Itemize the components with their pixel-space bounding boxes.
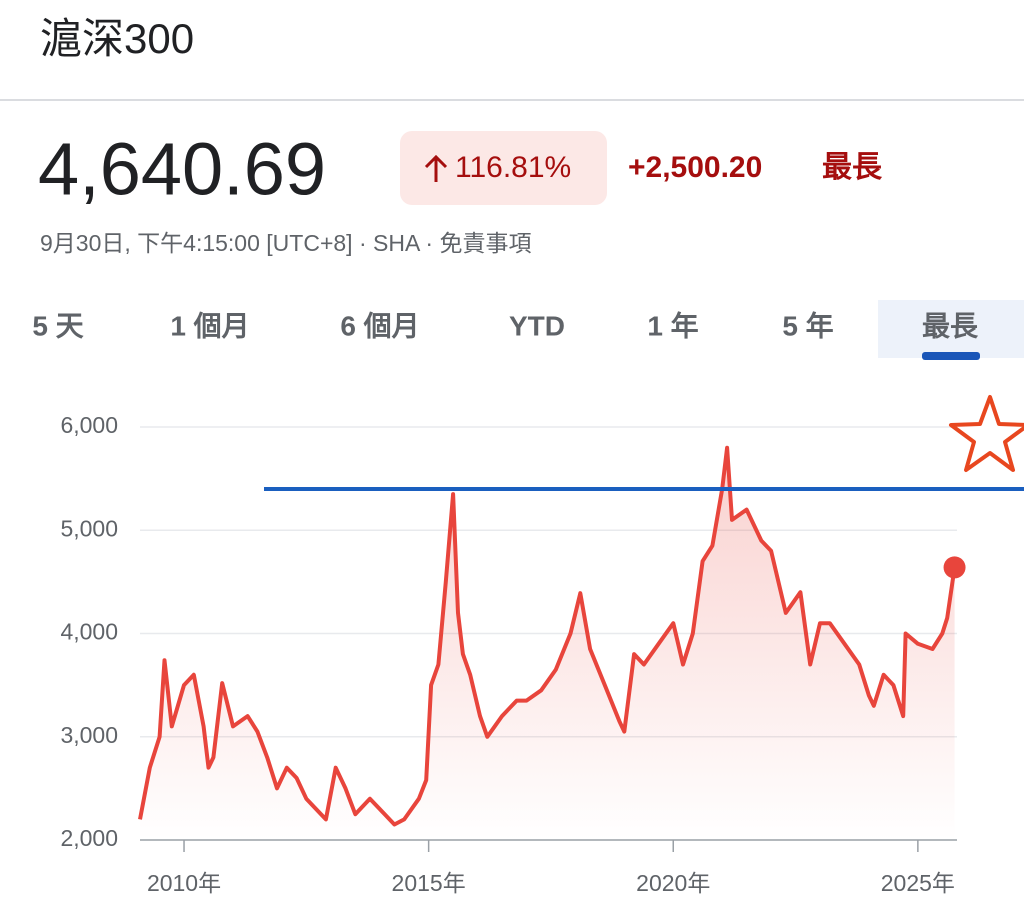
selected-tab-bg — [878, 300, 1024, 358]
x-tick-label: 2025年 — [881, 870, 955, 896]
page-title: 滬深300 — [40, 15, 194, 62]
x-tick-label: 2015年 — [392, 870, 466, 896]
range-tab[interactable]: YTD — [509, 310, 565, 341]
y-tick-label: 2,000 — [60, 825, 118, 851]
range-tab[interactable]: 6 個月 — [340, 310, 419, 341]
range-tab[interactable]: 5 天 — [32, 310, 83, 341]
range-tab[interactable]: 5 年 — [782, 309, 833, 341]
area-fill — [140, 447, 955, 840]
change-period: 最長 — [822, 151, 883, 184]
change-percent: 116.81% — [455, 151, 571, 184]
star-annotation — [949, 395, 1024, 472]
change-value: +2,500.20 — [628, 151, 762, 184]
x-tick-label: 2010年 — [147, 870, 221, 896]
range-tab[interactable]: 1 年 — [647, 309, 698, 341]
y-tick-label: 6,000 — [60, 412, 118, 438]
selected-tab-indicator — [922, 352, 980, 360]
quote-subtitle: 9月30日, 下午4:15:00 [UTC+8] · SHA · 免責事項 — [40, 230, 531, 256]
up-arrow-icon — [424, 154, 448, 182]
range-tabs: 5 天 1 個月 6 個月 YTD 1 年 5 年 最長 — [32, 300, 1024, 360]
last-point-marker — [943, 556, 966, 579]
change-pill — [400, 131, 607, 205]
y-tick-label: 5,000 — [60, 515, 118, 541]
x-tick-label: 2020年 — [636, 870, 710, 896]
range-tab[interactable]: 1 個月 — [170, 310, 249, 341]
y-tick-label: 4,000 — [60, 619, 118, 645]
y-tick-label: 3,000 — [60, 722, 118, 748]
range-tab[interactable]: 最長 — [922, 310, 979, 341]
price-line — [138, 445, 957, 827]
price: 4,640.69 — [38, 128, 326, 211]
chart: 2,000 3,000 4,000 5,000 6,000 2010年 2015年 2020年… — [60, 412, 1024, 896]
